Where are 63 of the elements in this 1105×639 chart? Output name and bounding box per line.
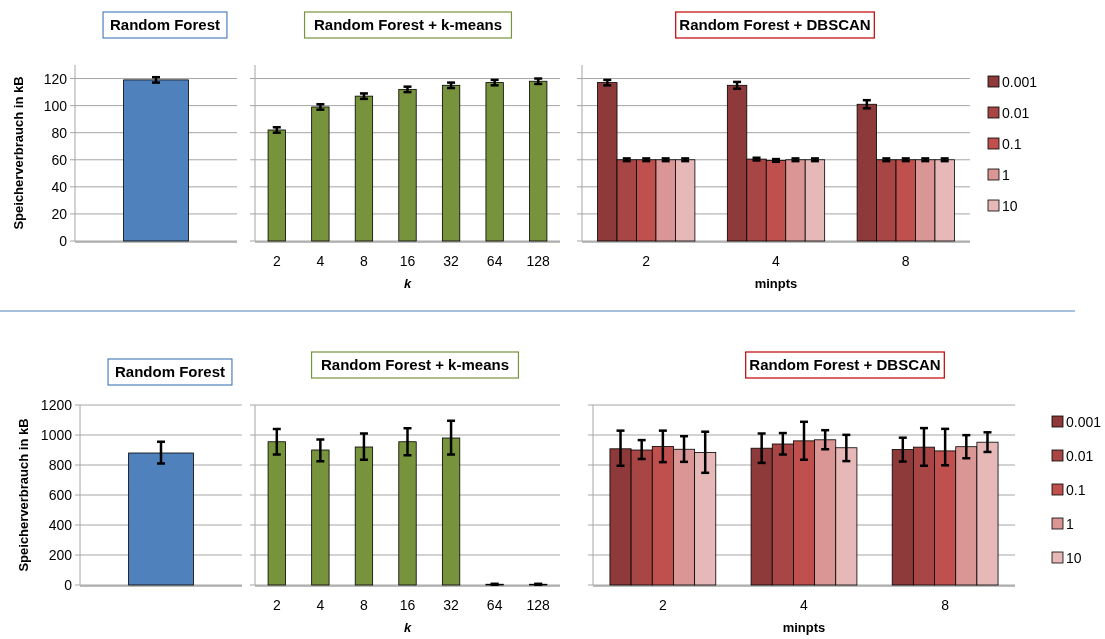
x-tick-label: 8: [941, 597, 950, 613]
x-tick-label: 2: [642, 253, 651, 269]
legend-label: 0.1: [1002, 136, 1022, 152]
x-tick-label: 2: [272, 597, 281, 613]
legend-label: 0.1: [1066, 482, 1086, 498]
legend-label: 0.001: [1002, 74, 1038, 90]
y-tick-label: 1000: [40, 427, 73, 443]
bar: [267, 129, 286, 242]
chart-title: Random Forest: [109, 16, 221, 33]
y-tick-label: 0: [64, 577, 73, 593]
y-axis-title: Speicherverbrauch in kB: [11, 76, 26, 230]
x-axis-title: minpts: [754, 276, 798, 291]
x-tick-label: 2: [658, 597, 667, 613]
bar: [398, 88, 417, 242]
y-tick-label: 100: [43, 97, 68, 114]
y-tick-label: 40: [51, 178, 68, 195]
legend-label: 1: [1066, 516, 1074, 532]
x-tick-label: 4: [316, 597, 325, 613]
y-tick-label: 200: [48, 547, 73, 563]
x-tick-label: 16: [399, 597, 416, 613]
x-tick-label: 4: [772, 253, 781, 269]
y-tick-label: 1200: [40, 397, 73, 413]
bar: [441, 84, 461, 242]
x-tick-label: 2: [272, 253, 281, 269]
x-tick-label: 64: [486, 253, 503, 269]
legend-label: 1: [1002, 167, 1010, 183]
y-tick-label: 0: [59, 233, 68, 249]
x-tick-label: 128: [526, 597, 551, 613]
x-axis-title: k: [403, 276, 412, 291]
y-axis-title: Speicherverbrauch in kB: [16, 418, 31, 572]
x-tick-label: 32: [443, 253, 460, 269]
x-tick-label: 8: [901, 253, 910, 269]
bar: [485, 82, 504, 242]
y-tick-label: 800: [48, 457, 73, 473]
x-tick-label: 16: [399, 253, 416, 269]
x-tick-label: 8: [360, 597, 369, 613]
legend-label: 10: [1002, 198, 1018, 214]
bar: [529, 80, 548, 242]
y-tick-label: 400: [48, 517, 73, 533]
x-tick-label: 4: [316, 253, 325, 269]
x-axis-title: k: [403, 620, 412, 635]
x-tick-label: 64: [486, 597, 503, 613]
chart-title: Random Forest + DBSCAN: [679, 16, 871, 33]
legend-label: 0.001: [1066, 414, 1102, 430]
chart-title: Random Forest: [114, 363, 226, 380]
x-tick-label: 32: [443, 597, 460, 613]
chart-title: Random Forest + k-means: [314, 16, 502, 33]
bar: [354, 95, 374, 242]
y-tick-label: 600: [48, 487, 73, 503]
legend-label: 10: [1066, 550, 1082, 566]
x-tick-label: 4: [800, 597, 809, 613]
y-tick-label: 60: [51, 151, 68, 168]
x-tick-label: 8: [360, 253, 369, 269]
legend-label: 0.01: [1002, 105, 1030, 121]
chart-title: Random Forest + DBSCAN: [749, 356, 941, 373]
y-tick-label: 20: [51, 205, 68, 222]
bar: [311, 106, 330, 242]
x-axis-title: minpts: [782, 620, 826, 635]
y-tick-label: 80: [51, 124, 68, 141]
legend-label: 0.01: [1066, 448, 1094, 464]
x-tick-label: 128: [526, 253, 551, 269]
chart-title: Random Forest + k-means: [321, 356, 509, 373]
y-tick-label: 120: [43, 70, 68, 87]
